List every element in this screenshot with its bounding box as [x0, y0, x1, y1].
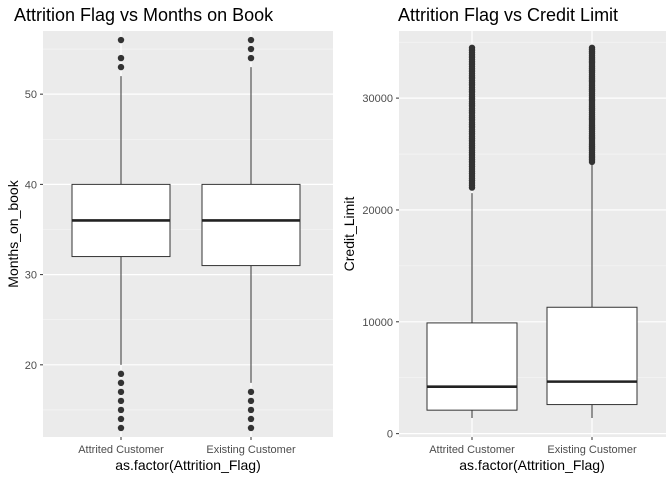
y-tick-label: 20 — [25, 360, 37, 372]
y-tick-label: 40 — [25, 179, 37, 191]
outlier-point — [247, 406, 255, 414]
y-tick-label: 20000 — [362, 205, 393, 217]
x-tick-labels: Attrited Customer Existing Customer — [78, 444, 296, 456]
x-axis-title: as.factor(Attrition_Flag) — [459, 457, 605, 473]
outlier-point — [247, 45, 255, 53]
outlier-point — [117, 370, 125, 378]
chart-title: Attrition Flag vs Months on Book — [14, 5, 274, 25]
outlier-point — [117, 406, 125, 414]
box-iqr — [426, 322, 518, 411]
box-attrited-customer — [426, 44, 518, 418]
y-tick-label: 50 — [25, 89, 37, 101]
outlier-point — [247, 397, 255, 405]
outlier-point — [117, 424, 125, 432]
outlier-point — [117, 36, 125, 44]
outlier-point — [588, 44, 596, 51]
outlier-point — [117, 379, 125, 387]
y-axis-title: Months_on_book — [5, 179, 21, 287]
chart-months-on-book: Attrition Flag vs Months on Book 20 30 40 5… — [5, 5, 333, 473]
outlier-point — [117, 63, 125, 71]
boxplots — [71, 36, 301, 432]
x-tick-label: Existing Customer — [547, 444, 637, 456]
y-tick-label: 30000 — [362, 93, 393, 105]
x-tick-label: Attrited Customer — [429, 444, 515, 456]
x-tick-label: Attrited Customer — [78, 444, 164, 456]
x-tick-labels: Attrited Customer Existing Customer — [429, 444, 637, 456]
y-tick-labels: 0 10000 20000 30000 — [362, 93, 393, 441]
box-attrited-customer — [71, 36, 171, 432]
x-tick-label: Existing Customer — [206, 444, 296, 456]
box-iqr — [546, 306, 638, 406]
outlier-point — [468, 44, 476, 51]
boxplots — [426, 44, 638, 418]
outlier-point — [247, 54, 255, 62]
outlier-point — [117, 397, 125, 405]
outlier-point — [117, 415, 125, 423]
outlier-point — [117, 54, 125, 62]
y-tick-labels: 20 30 40 50 — [25, 89, 37, 372]
y-axis-title: Credit_Limit — [341, 197, 357, 272]
box-existing-customer — [546, 44, 638, 418]
y-tick-label: 0 — [387, 429, 393, 441]
y-tick-label: 30 — [25, 270, 37, 282]
box-existing-customer — [201, 36, 301, 432]
outlier-point — [247, 415, 255, 423]
outlier-point — [247, 424, 255, 432]
chart-credit-limit: Attrition Flag vs Credit Limit 0 10000 200… — [341, 5, 666, 473]
y-tick-label: 10000 — [362, 317, 393, 329]
chart-title: Attrition Flag vs Credit Limit — [398, 5, 618, 25]
box-iqr — [201, 183, 301, 267]
outlier-point — [247, 36, 255, 44]
outlier-point — [247, 388, 255, 396]
outlier-point — [117, 388, 125, 396]
x-axis-title: as.factor(Attrition_Flag) — [115, 457, 261, 473]
